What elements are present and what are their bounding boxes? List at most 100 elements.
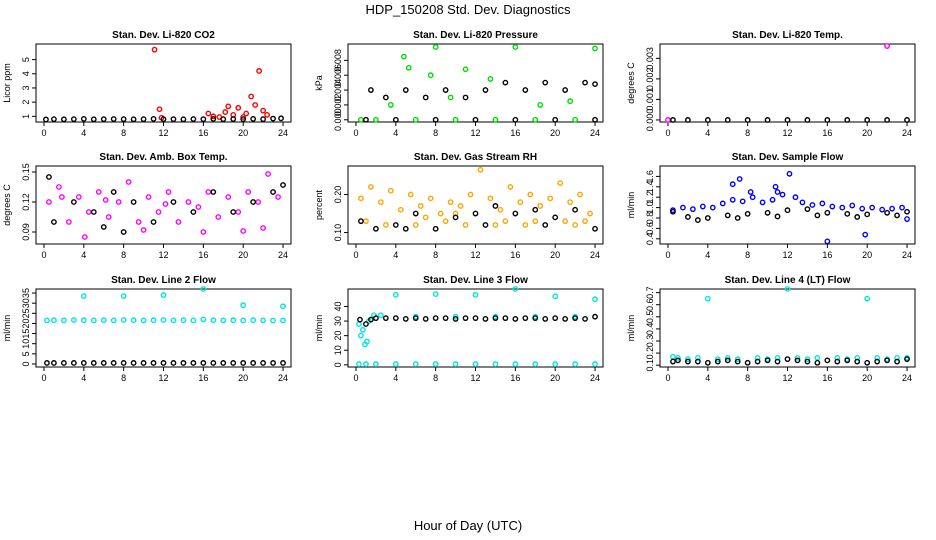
x-tick-label: 16 [198, 128, 208, 138]
data-point [140, 360, 147, 366]
y-tick-label: 1.2 [645, 191, 655, 204]
y-tick-label: 0.000 [333, 109, 343, 132]
data-point [804, 117, 811, 123]
data-point [85, 209, 92, 215]
data-point [884, 209, 891, 216]
data-point [824, 357, 831, 364]
data-point [562, 87, 569, 93]
data-point [784, 356, 791, 363]
x-tick-label: 20 [862, 250, 872, 260]
chart-title: Stan. Dev. Line 2 Flow [111, 275, 216, 286]
y-tick-label: 0.002 [645, 68, 655, 91]
plot-frame [35, 288, 292, 368]
data-point [462, 66, 469, 73]
data-point [240, 360, 247, 366]
data-point [537, 203, 544, 209]
data-point [744, 117, 751, 123]
data-point [734, 215, 741, 221]
data-point [507, 184, 514, 190]
data-point [80, 360, 87, 366]
data-point [225, 103, 232, 110]
data-point [879, 206, 886, 213]
data-point [402, 315, 409, 322]
data-point [884, 117, 891, 123]
data-point [749, 194, 756, 201]
data-point [215, 214, 222, 220]
data-point [462, 94, 469, 101]
data-point [250, 360, 257, 366]
data-point [532, 218, 539, 225]
data-point [358, 195, 364, 202]
data-point [492, 203, 499, 209]
data-point [736, 176, 743, 182]
data-point [160, 292, 167, 298]
data-point [402, 87, 409, 93]
x-tick-label: 0 [353, 373, 358, 383]
y-axis-label: ml/min [626, 192, 636, 219]
y-tick-label: 0.003 [645, 47, 655, 70]
x-tick-label: 0 [41, 373, 46, 383]
data-point [804, 358, 811, 365]
data-point [120, 293, 127, 299]
data-point [665, 117, 671, 123]
data-point [180, 116, 187, 123]
data-point [230, 317, 237, 324]
data-point [804, 356, 811, 363]
data-point [684, 356, 691, 363]
x-tick-label: 12 [782, 373, 792, 383]
data-point [582, 315, 588, 322]
data-point [222, 109, 229, 115]
data-point [110, 317, 117, 324]
data-point [235, 104, 242, 111]
x-tick-label: 12 [158, 250, 168, 260]
data-point [582, 79, 588, 86]
data-point [689, 206, 696, 213]
data-point [80, 317, 87, 324]
data-point [532, 315, 539, 322]
data-point [670, 117, 676, 123]
data-point [904, 356, 910, 363]
x-tick-label: 20 [550, 373, 560, 383]
data-point [145, 194, 152, 200]
data-point [382, 94, 389, 101]
data-point [210, 360, 217, 366]
data-point [904, 216, 910, 222]
data-point [724, 355, 731, 361]
data-point [794, 355, 801, 361]
data-point [70, 317, 77, 323]
data-point [572, 206, 579, 213]
data-point [769, 196, 776, 203]
data-point [60, 360, 67, 366]
data-point [90, 317, 97, 324]
data-point [170, 360, 177, 366]
x-tick-label: 16 [198, 250, 208, 260]
x-tick-label: 12 [158, 373, 168, 383]
data-point [572, 315, 579, 322]
data-point [240, 228, 247, 234]
data-point [714, 356, 721, 363]
data-point [100, 360, 107, 366]
data-point [472, 116, 479, 123]
y-tick-label: 0.002 [333, 94, 343, 117]
data-point [70, 199, 77, 205]
x-tick-label: 12 [470, 250, 480, 260]
y-tick-label: 0.001 [645, 88, 655, 111]
data-point [864, 295, 871, 302]
data-point [829, 203, 836, 210]
data-point [467, 191, 474, 198]
x-tick-label: 0 [353, 128, 358, 138]
data-point [427, 195, 434, 202]
data-point [704, 117, 711, 123]
data-point [587, 210, 593, 217]
data-point [397, 206, 404, 213]
data-point [110, 189, 117, 195]
data-point [280, 317, 286, 324]
data-point [794, 357, 801, 364]
data-point [747, 189, 754, 195]
y-tick-label: 0.008 [333, 49, 343, 72]
data-point [387, 187, 394, 194]
data-point [709, 204, 716, 211]
data-point [864, 211, 871, 218]
data-point [402, 225, 409, 232]
